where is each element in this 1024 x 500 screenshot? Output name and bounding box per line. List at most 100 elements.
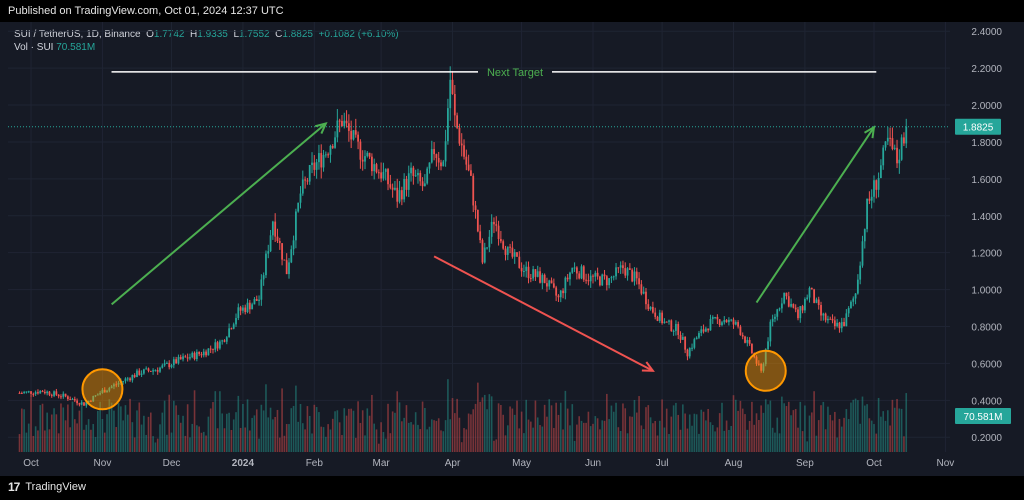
candle-body	[859, 265, 862, 280]
low-value: 1.7552	[239, 29, 270, 40]
volume-bar	[336, 410, 339, 452]
candle-body	[64, 393, 67, 397]
red-trend-arrow	[433, 255, 654, 372]
volume-bar	[474, 403, 477, 452]
candle-body	[831, 318, 834, 321]
volume-bar	[813, 391, 815, 452]
candle-body	[520, 267, 523, 272]
candle-body	[389, 184, 392, 188]
candle-body	[396, 187, 399, 202]
candle-body	[382, 171, 385, 179]
candle-body	[92, 396, 95, 402]
volume-bar	[124, 405, 127, 452]
volume-bar	[357, 401, 359, 452]
volume-bar	[589, 426, 592, 452]
candle-body	[725, 320, 728, 323]
price-axis[interactable]: 0.2000 0.4000 0.6000 0.8000 1.0000 1.2000 1.40…	[955, 27, 1011, 444]
candle-body	[364, 156, 366, 162]
candle-body	[60, 396, 62, 398]
candle-body	[138, 370, 141, 375]
volume-bar	[500, 404, 502, 452]
volume-bar	[166, 434, 168, 452]
volume-bars	[18, 379, 908, 452]
candle-body	[331, 145, 334, 148]
volume-bar	[693, 413, 696, 452]
volume-bar	[569, 425, 571, 452]
candle-body	[518, 256, 521, 268]
volume-bar	[46, 412, 48, 452]
candle-body	[711, 317, 714, 320]
volume-bar	[520, 411, 523, 452]
volume-bar	[295, 385, 297, 452]
volume-bar	[140, 424, 143, 452]
volume-bar	[744, 414, 746, 452]
candle-body	[684, 336, 687, 350]
volume-bar	[189, 437, 191, 452]
candle-body	[322, 154, 325, 168]
volume-bar	[555, 402, 557, 452]
volume-bar	[205, 435, 207, 452]
candle-body	[803, 299, 806, 311]
volume-bar	[794, 409, 797, 452]
volume-bar	[493, 440, 495, 452]
volume-bar	[877, 397, 880, 452]
volume-bar	[103, 432, 106, 452]
candle-body	[656, 316, 659, 321]
volume-bar	[182, 415, 184, 452]
candle-body	[702, 329, 705, 332]
volume-bar	[536, 417, 539, 452]
time-axis[interactable]: Oct Nov Dec 2024 Feb Mar Apr May Jun Jul Aug Sep Oct…	[23, 458, 954, 469]
volume-bar	[454, 413, 456, 452]
volume-bar	[25, 432, 28, 452]
volume-bar	[341, 435, 343, 452]
volume-bar	[168, 394, 171, 452]
candle-body	[423, 183, 426, 187]
volume-bar	[76, 423, 78, 452]
candle-body	[444, 141, 447, 162]
candle-body	[39, 391, 42, 394]
volume-bar	[760, 405, 762, 452]
price-tick-label: 2.4000	[971, 27, 1002, 38]
volume-bar	[859, 423, 861, 452]
candle-body	[827, 318, 829, 321]
volume-bar	[495, 439, 498, 452]
volume-bar	[619, 430, 622, 452]
candle-body	[186, 357, 189, 359]
volume-bar	[394, 412, 396, 452]
candle-body	[122, 381, 125, 383]
candle-body	[732, 319, 735, 325]
candle-body	[223, 340, 226, 342]
candle-body	[48, 391, 51, 395]
volume-bar	[626, 433, 629, 452]
volume-bar	[758, 419, 760, 452]
volume-bar	[847, 419, 850, 452]
candle-body	[53, 391, 55, 396]
volume-bar	[44, 430, 46, 452]
volume-bar	[866, 404, 868, 452]
candle-body	[638, 278, 640, 285]
candle-body	[810, 287, 813, 290]
price-tick-label: 0.2000	[971, 433, 1002, 444]
candle-body	[626, 268, 629, 276]
candle-body	[126, 378, 129, 380]
volume-bar	[530, 421, 532, 452]
candle-body	[467, 164, 470, 171]
candle-body	[200, 354, 203, 356]
volume-bar	[870, 420, 873, 452]
volume-bar	[463, 428, 465, 452]
candle-body	[555, 287, 558, 296]
candle-body	[716, 316, 719, 320]
volume-bar	[191, 423, 194, 452]
volume-bar	[843, 417, 845, 452]
candle-body	[34, 392, 37, 395]
candle-body	[315, 162, 318, 170]
time-tick-label: Jun	[585, 458, 601, 469]
candle-body	[281, 243, 283, 260]
candle-body	[142, 369, 145, 374]
candle-body	[771, 318, 774, 322]
volume-bar	[642, 429, 645, 452]
close-value: 1.8825	[282, 29, 313, 40]
candle-body	[412, 167, 415, 176]
volume-bar	[219, 391, 221, 452]
